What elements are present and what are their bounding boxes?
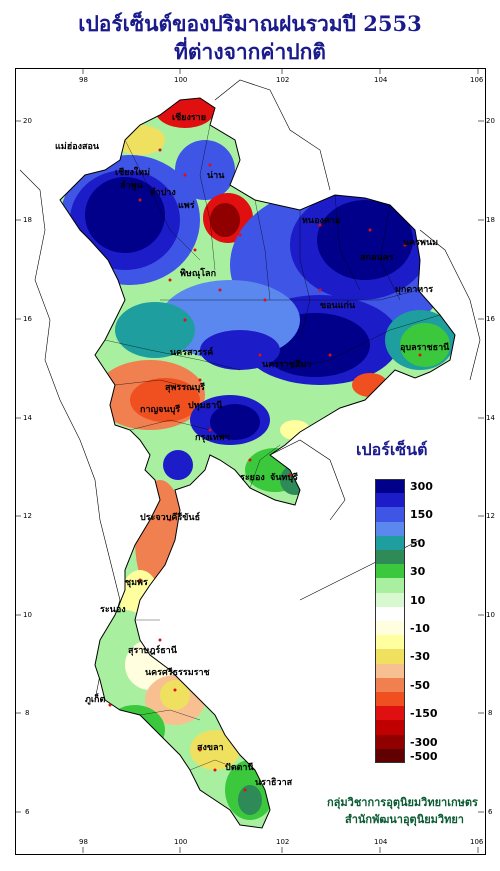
province-label: ลำปาง [150,188,176,198]
lat-tick-left: 18 [23,216,32,224]
legend-swatch [375,606,405,621]
credit-line-2: สำนักพัฒนาอุตุนิยมวิทยา [345,813,464,826]
legend-swatch [375,748,405,763]
province-label: ลำพูน [120,181,143,191]
lon-tick-top: 98 [79,76,88,84]
legend-title: เปอร์เซ็นต์ [356,440,428,459]
lat-tick-left: 8 [25,709,30,717]
province-label: เชียงใหม่ [115,168,151,178]
province-label: ประจวบคีรีขันธ์ [140,513,201,523]
province-label: กาญจนบุรี [140,405,181,415]
province-label: อุบลราชธานี [400,343,450,353]
lat-tick-right: 8 [488,709,493,717]
legend-swatch [375,578,405,593]
lon-tick-bottom: 104 [374,838,388,846]
legend-label: 50 [410,536,426,550]
lat-tick-right: 6 [488,808,493,816]
legend-swatch [375,663,405,678]
legend-swatch [375,635,405,650]
province-label: ปัตตานี [225,763,254,773]
province-label: สุราษฎร์ธานี [128,646,177,656]
legend-label: -500 [410,749,438,763]
lat-tick-right: 10 [486,611,495,619]
province-label: นครพนม [403,238,439,248]
lon-tick-top: 104 [374,76,388,84]
map-title: เปอร์เซ็นต์ของปริมาณฝนรวมปี 2553 [78,11,422,36]
legend-swatch [375,720,405,735]
legend-swatch [375,550,405,565]
legend-label: -10 [410,622,430,635]
lon-tick-bottom: 100 [174,838,188,846]
lat-tick-right: 16 [486,315,495,323]
province-label: นครราชสีมา [262,360,312,370]
province-label: นราธิวาส [255,778,293,788]
legend-label: -50 [410,678,430,692]
province-label: น่าน [207,171,225,181]
credit-line-1: กลุ่มวิชาการอุตุนิยมวิทยาเกษตร [327,796,478,809]
legend-label: 10 [410,593,426,607]
lat-tick-right: 14 [486,414,495,422]
legend-swatch [375,592,405,607]
legend-swatch [375,692,405,707]
legend-swatch [375,479,405,494]
legend-label: 300 [410,480,433,493]
legend-swatch [375,507,405,522]
legend-label: 150 [410,508,433,522]
lon-tick-bottom: 102 [276,838,290,846]
station-dots [108,148,422,792]
legend-swatch [375,621,405,636]
lat-tick-right: 20 [486,117,495,125]
legend-label: -300 [410,735,438,749]
lat-tick-left: 16 [23,315,32,323]
province-label: สกลนคร [360,253,394,263]
legend-swatch [375,535,405,550]
province-label: หนองคาย [302,216,341,226]
lat-tick-left: 10 [23,611,32,619]
legend-swatch [375,734,405,749]
province-label: แม่ฮ่องสอน [55,142,100,152]
province-boundaries [104,124,441,771]
lon-tick-top: 106 [470,76,484,84]
legend-swatch [375,677,405,692]
lat-tick-right: 12 [486,512,495,520]
lat-tick-left: 6 [25,808,30,816]
legend-label: -30 [410,650,430,664]
lon-tick-bottom: 98 [79,838,88,846]
legend-label: -150 [410,707,438,721]
province-label: สุพรรณบุรี [165,383,205,393]
legend-swatch [375,521,405,536]
province-label: ขอนแก่น [320,301,356,311]
province-label: ปทุมธานี [188,401,223,411]
province-label: พิษณุโลก [180,269,217,279]
legend-swatch [375,493,405,508]
province-label: กรุงเทพฯ [195,433,230,443]
legend-label: 30 [410,565,426,579]
lon-tick-bottom: 106 [470,838,484,846]
province-label: จันทบุรี [270,473,298,483]
province-label: มุกดาหาร [395,285,434,295]
province-label: ภูเก็ต [85,695,106,705]
province-label: นครสวรรค์ [170,348,214,358]
lat-tick-left: 14 [23,414,32,422]
lat-tick-right: 18 [486,216,495,224]
province-label: ระนอง [100,605,126,615]
legend-swatch [375,564,405,579]
map-subtitle: ที่ต่างจากค่าปกติ [174,39,326,64]
lat-tick-left: 12 [23,512,32,520]
thailand-outline [59,97,456,829]
province-label: ระยอง [240,473,265,483]
province-label: สงขลา [197,743,224,753]
lon-tick-top: 102 [276,76,290,84]
province-label: ชุมพร [125,578,148,588]
lat-tick-left: 20 [23,117,32,125]
province-label: นครศรีธรรมราช [145,668,210,678]
province-label: เชียงราย [172,113,207,123]
legend-swatch [375,706,405,721]
legend-swatch [375,649,405,664]
province-label: แพร่ [178,201,195,211]
lon-tick-top: 100 [174,76,188,84]
